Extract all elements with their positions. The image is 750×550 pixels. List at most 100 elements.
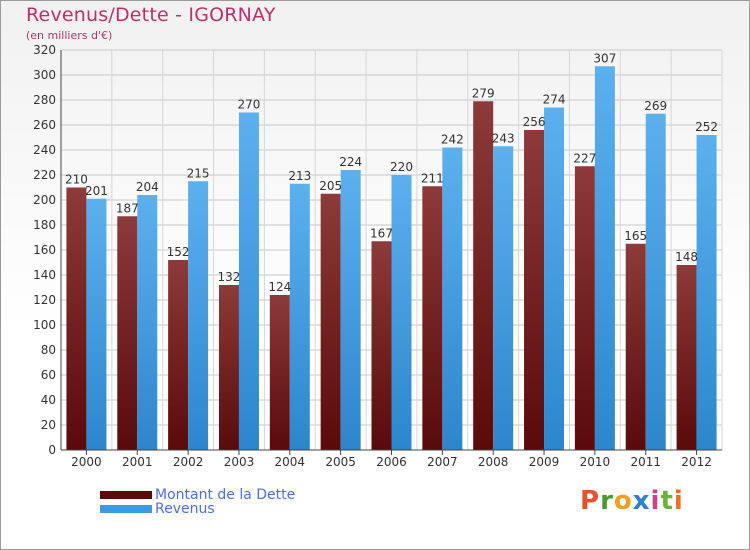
legend-label-revenus: Revenus xyxy=(155,501,215,517)
x-tick-label: 2006 xyxy=(376,455,407,469)
data-label-dette: 210 xyxy=(65,173,88,187)
data-label-dette: 148 xyxy=(675,250,698,264)
x-tick-label: 2004 xyxy=(275,455,306,469)
y-tick-label: 100 xyxy=(33,318,56,332)
y-tick-label: 160 xyxy=(33,243,56,257)
x-tick-label: 2000 xyxy=(71,455,102,469)
y-tick-label: 180 xyxy=(33,218,56,232)
chart-subtitle: (en milliers d'€) xyxy=(26,29,113,42)
bar-dette xyxy=(473,101,494,450)
bars xyxy=(66,66,717,450)
logo-letter: x xyxy=(632,486,651,516)
x-tick-label: 2012 xyxy=(681,455,712,469)
data-label-revenus: 274 xyxy=(543,93,566,107)
x-tick-label: 2002 xyxy=(173,455,204,469)
logo-letter: r xyxy=(600,486,614,516)
bar-revenus xyxy=(696,135,717,450)
bar-revenus xyxy=(137,195,158,450)
data-label-revenus: 224 xyxy=(339,155,362,169)
x-tick-label: 2011 xyxy=(630,455,661,469)
x-tick-label: 2010 xyxy=(580,455,611,469)
data-label-dette: 165 xyxy=(624,229,647,243)
data-label-revenus: 252 xyxy=(695,120,718,134)
y-tick-label: 220 xyxy=(33,168,56,182)
data-label-revenus: 307 xyxy=(593,51,616,65)
data-label-dette: 279 xyxy=(472,86,495,100)
bar-dette xyxy=(574,166,595,450)
bar-revenus xyxy=(544,107,565,450)
data-label-revenus: 213 xyxy=(288,169,311,183)
logo-letter: P xyxy=(580,486,601,516)
chart-title: Revenus/Dette - IGORNAY xyxy=(26,4,276,26)
y-tick-label: 40 xyxy=(41,393,56,407)
bar-revenus xyxy=(188,181,209,450)
y-tick-label: 120 xyxy=(33,293,56,307)
bar-revenus xyxy=(442,147,463,450)
proxiti-logo: Proxiti xyxy=(580,486,684,516)
data-label-revenus: 242 xyxy=(441,133,464,147)
data-label-dette: 124 xyxy=(268,280,291,294)
data-label-dette: 152 xyxy=(167,245,190,259)
data-label-revenus: 269 xyxy=(644,99,667,113)
legend-swatch-revenus xyxy=(100,505,152,513)
bar-dette xyxy=(117,216,138,450)
data-label-dette: 211 xyxy=(421,171,444,185)
bar-dette xyxy=(269,295,290,450)
bar-revenus xyxy=(86,198,107,450)
data-label-dette: 132 xyxy=(218,270,241,284)
bar-dette xyxy=(422,186,443,450)
bar-dette xyxy=(66,187,87,450)
x-tick-label: 2009 xyxy=(529,455,560,469)
y-tick-label: 140 xyxy=(33,268,56,282)
y-tick-label: 280 xyxy=(33,93,56,107)
bar-revenus xyxy=(594,66,615,450)
y-tick-label: 240 xyxy=(33,143,56,157)
data-label-revenus: 215 xyxy=(187,166,210,180)
data-label-revenus: 201 xyxy=(85,184,108,198)
data-label-revenus: 220 xyxy=(390,160,413,174)
bar-dette xyxy=(625,243,646,450)
data-label-dette: 256 xyxy=(523,115,546,129)
y-tick-label: 300 xyxy=(33,68,56,82)
bar-dette xyxy=(676,265,697,450)
logo-letter: i xyxy=(650,486,661,516)
bar-dette xyxy=(371,241,392,450)
x-tick-label: 2008 xyxy=(478,455,509,469)
y-tick-label: 260 xyxy=(33,118,56,132)
data-label-revenus: 243 xyxy=(492,131,515,145)
x-tick-label: 2003 xyxy=(224,455,255,469)
legend-label-dette: Montant de la Dette xyxy=(155,487,296,503)
data-label-dette: 187 xyxy=(116,201,139,215)
y-tick-label: 0 xyxy=(48,443,56,457)
legend-swatch-dette xyxy=(100,491,152,499)
bar-revenus xyxy=(645,113,666,450)
logo-letter: t xyxy=(660,486,674,516)
y-tick-label: 200 xyxy=(33,193,56,207)
y-tick-label: 80 xyxy=(41,343,56,357)
x-tick-label: 2005 xyxy=(325,455,356,469)
bar-revenus xyxy=(238,112,259,450)
data-label-dette: 227 xyxy=(573,151,596,165)
bar-dette xyxy=(320,193,341,450)
y-tick-label: 20 xyxy=(41,418,56,432)
bar-revenus xyxy=(493,146,514,450)
x-tick-label: 2007 xyxy=(427,455,458,469)
logo-letter: i xyxy=(673,486,684,516)
x-tick-label: 2001 xyxy=(122,455,153,469)
logo-letter: o xyxy=(613,486,633,516)
bar-dette xyxy=(218,285,239,450)
bar-revenus xyxy=(340,170,361,450)
y-tick-label: 320 xyxy=(33,43,56,57)
data-label-dette: 205 xyxy=(319,179,342,193)
bar-dette xyxy=(524,130,545,450)
data-label-revenus: 270 xyxy=(238,98,261,112)
axes: 0 20 40 60 80 100 120 140 160 180 200 220 240 260 280 3… xyxy=(33,43,722,469)
data-label-dette: 167 xyxy=(370,226,393,240)
y-tick-label: 60 xyxy=(41,368,56,382)
data-label-revenus: 204 xyxy=(136,180,159,194)
bar-dette xyxy=(168,260,189,450)
bar-revenus xyxy=(289,183,310,450)
bar-revenus xyxy=(391,175,412,450)
